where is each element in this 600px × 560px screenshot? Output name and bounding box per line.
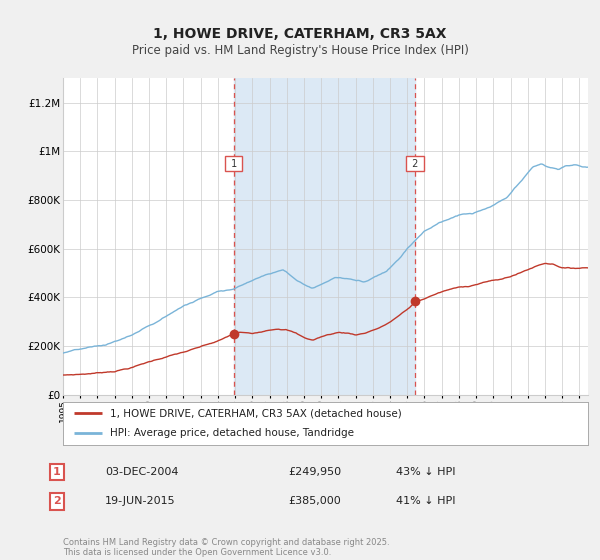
Text: 41% ↓ HPI: 41% ↓ HPI [396, 496, 455, 506]
Bar [234, 78, 415, 395]
Text: Contains HM Land Registry data © Crown copyright and database right 2025.
This d: Contains HM Land Registry data © Crown c… [63, 538, 389, 557]
Text: 1: 1 [227, 158, 240, 169]
Text: £249,950: £249,950 [288, 467, 341, 477]
Text: 2: 2 [53, 496, 61, 506]
Text: 1: 1 [53, 467, 61, 477]
Text: HPI: Average price, detached house, Tandridge: HPI: Average price, detached house, Tand… [110, 428, 354, 438]
Text: £385,000: £385,000 [288, 496, 341, 506]
Text: Price paid vs. HM Land Registry's House Price Index (HPI): Price paid vs. HM Land Registry's House … [131, 44, 469, 57]
Text: 1, HOWE DRIVE, CATERHAM, CR3 5AX (detached house): 1, HOWE DRIVE, CATERHAM, CR3 5AX (detach… [110, 408, 402, 418]
Text: 1, HOWE DRIVE, CATERHAM, CR3 5AX: 1, HOWE DRIVE, CATERHAM, CR3 5AX [153, 27, 447, 41]
Text: 2: 2 [409, 158, 421, 169]
Text: 19-JUN-2015: 19-JUN-2015 [105, 496, 176, 506]
Text: 03-DEC-2004: 03-DEC-2004 [105, 467, 179, 477]
Text: 43% ↓ HPI: 43% ↓ HPI [396, 467, 455, 477]
